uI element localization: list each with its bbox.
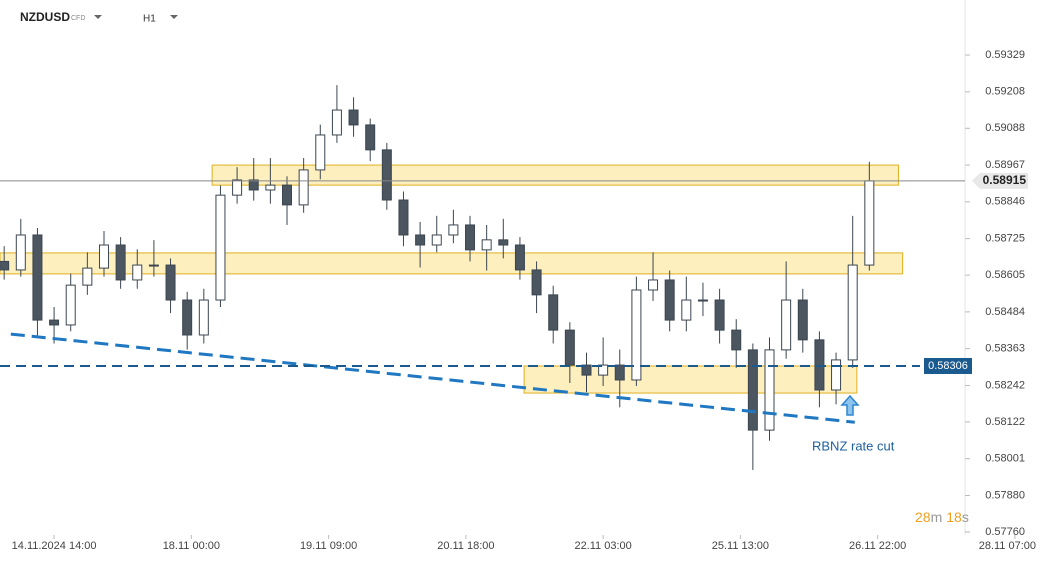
y-tick-label: 0.58725 bbox=[985, 233, 1025, 245]
candle-body bbox=[381, 149, 392, 201]
candle-body bbox=[847, 264, 858, 361]
candle-body bbox=[348, 109, 359, 126]
candle-body bbox=[831, 359, 842, 391]
zone bbox=[523, 365, 858, 394]
candle-body bbox=[747, 349, 758, 431]
candle-body bbox=[514, 244, 525, 271]
candle-body bbox=[714, 299, 725, 331]
zone bbox=[211, 164, 899, 186]
instrument-type: CFD bbox=[71, 15, 85, 22]
candle-body bbox=[49, 319, 60, 326]
candle-body bbox=[0, 260, 10, 271]
annotation-arrow bbox=[840, 394, 860, 416]
level-label-box bbox=[924, 357, 972, 374]
candle-body bbox=[215, 194, 226, 301]
candle-body bbox=[814, 339, 825, 391]
candle-body bbox=[415, 234, 426, 246]
countdown-minutes: 28 bbox=[915, 509, 931, 525]
candle-body bbox=[531, 269, 542, 296]
candle-body bbox=[32, 234, 43, 321]
candle-body bbox=[548, 294, 559, 331]
dropdown-arrow[interactable] bbox=[170, 15, 178, 19]
y-tick-label: 0.58363 bbox=[985, 343, 1025, 355]
candle-body bbox=[598, 364, 609, 376]
candle-body bbox=[465, 224, 476, 251]
candle-body bbox=[182, 299, 193, 336]
countdown: 28m 18s bbox=[915, 509, 969, 525]
candle-body bbox=[697, 299, 708, 302]
x-tick-label: 18.11 00:00 bbox=[163, 540, 220, 552]
candle-body bbox=[248, 179, 259, 191]
y-tick-label: 0.57760 bbox=[985, 526, 1025, 538]
y-tick-label: 0.59088 bbox=[985, 122, 1025, 134]
plot-area bbox=[0, 85, 965, 470]
candle-body bbox=[481, 239, 492, 251]
candle-body bbox=[564, 329, 575, 366]
candle-body bbox=[498, 239, 509, 246]
candle-body bbox=[797, 299, 808, 341]
candle-body bbox=[581, 364, 592, 376]
candle-body bbox=[115, 244, 126, 281]
countdown-unit: m bbox=[931, 509, 943, 525]
y-tick-label: 0.59208 bbox=[985, 86, 1025, 98]
candle-body bbox=[448, 224, 459, 236]
candle-body bbox=[298, 169, 309, 206]
candle-body bbox=[365, 124, 376, 151]
candle-body bbox=[198, 299, 209, 336]
candle-body bbox=[764, 349, 775, 431]
y-tick-label: 0.57880 bbox=[985, 489, 1025, 501]
current-price-label: 0.58915 bbox=[983, 173, 1027, 187]
level-label: 0.58306 bbox=[928, 360, 968, 372]
y-tick-label: 0.58484 bbox=[985, 306, 1025, 318]
symbol[interactable]: NZDUSD bbox=[20, 10, 70, 24]
candle-body bbox=[165, 264, 176, 301]
x-tick-label: 25.11 13:00 bbox=[712, 540, 769, 552]
candle-body bbox=[282, 184, 293, 206]
candle-body bbox=[98, 244, 109, 269]
candle-body bbox=[15, 234, 26, 271]
candle-body bbox=[614, 364, 625, 381]
candle-body bbox=[648, 279, 659, 291]
candle-body bbox=[864, 180, 875, 266]
dropdown-arrow[interactable] bbox=[94, 15, 102, 19]
y-tick-label: 0.58846 bbox=[985, 196, 1025, 208]
candle-body bbox=[431, 234, 442, 246]
x-tick-label: 19.11 09:00 bbox=[300, 540, 357, 552]
y-tick-label: 0.58967 bbox=[985, 159, 1025, 171]
x-tick-label: 22.11 03:00 bbox=[574, 540, 631, 552]
y-tick-label: 0.58122 bbox=[985, 416, 1025, 428]
candle-body bbox=[315, 134, 326, 171]
timeframe[interactable]: H1 bbox=[143, 14, 156, 25]
y-tick-label: 0.58001 bbox=[985, 453, 1025, 465]
candle-body bbox=[731, 329, 742, 351]
candle-body bbox=[232, 179, 243, 196]
y-tick-label: 0.59329 bbox=[985, 49, 1025, 61]
candle-body bbox=[664, 279, 675, 321]
zone bbox=[0, 252, 904, 275]
candle-body bbox=[82, 267, 93, 286]
candle-body bbox=[132, 264, 143, 281]
current-price-label-box bbox=[972, 172, 1028, 189]
candle-body bbox=[681, 299, 692, 321]
annotation-text: RBNZ rate cut bbox=[812, 438, 895, 453]
trendline bbox=[10, 332, 855, 424]
candle-body bbox=[265, 184, 276, 191]
y-tick-label: 0.58605 bbox=[985, 269, 1025, 281]
candle-body bbox=[781, 299, 792, 351]
candle-body bbox=[331, 109, 342, 136]
x-tick-label: 20.11 18:00 bbox=[437, 540, 494, 552]
candle-body bbox=[631, 289, 642, 381]
candle-body bbox=[398, 199, 409, 236]
countdown-unit: s bbox=[962, 509, 969, 525]
candle-body bbox=[65, 284, 76, 326]
candle-body bbox=[148, 264, 159, 267]
countdown-seconds: 18 bbox=[946, 509, 962, 525]
x-tick-label: 14.11.2024 14:00 bbox=[12, 540, 97, 552]
y-tick-label: 0.58242 bbox=[985, 379, 1025, 391]
x-tick-label: 28.11 07:00 bbox=[979, 540, 1036, 552]
x-tick-label: 26.11 22:00 bbox=[849, 540, 906, 552]
